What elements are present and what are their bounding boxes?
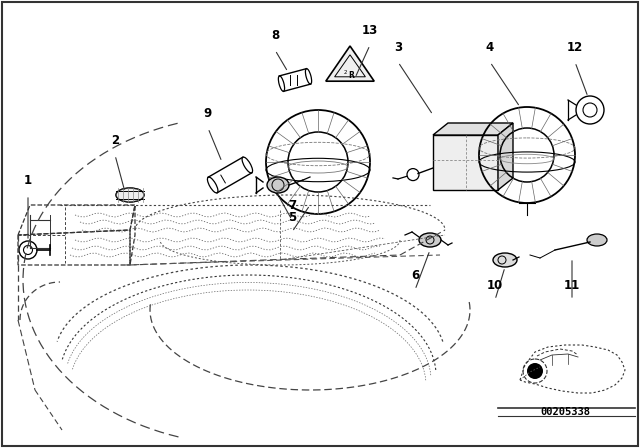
- Text: 3: 3: [394, 41, 402, 54]
- Polygon shape: [498, 123, 513, 190]
- Text: 6: 6: [411, 269, 419, 282]
- Ellipse shape: [267, 177, 289, 193]
- Text: 8: 8: [271, 29, 279, 42]
- Ellipse shape: [493, 253, 517, 267]
- Polygon shape: [433, 123, 513, 135]
- Circle shape: [527, 363, 543, 379]
- Text: 10: 10: [487, 279, 503, 292]
- Bar: [433, 135, 498, 190]
- Text: 13: 13: [362, 24, 378, 37]
- Text: 2: 2: [343, 70, 347, 76]
- Ellipse shape: [116, 188, 144, 202]
- Text: 11: 11: [564, 279, 580, 292]
- Text: 2: 2: [111, 134, 119, 147]
- Ellipse shape: [419, 233, 441, 247]
- Ellipse shape: [587, 234, 607, 246]
- Text: 00205338: 00205338: [540, 407, 590, 417]
- Text: 4: 4: [486, 41, 494, 54]
- Polygon shape: [326, 46, 374, 81]
- Text: R: R: [348, 72, 354, 81]
- Text: 1: 1: [24, 174, 32, 187]
- Text: 7: 7: [288, 199, 296, 212]
- Text: 9: 9: [204, 107, 212, 120]
- Text: 12: 12: [567, 41, 583, 54]
- Text: 5: 5: [288, 211, 296, 224]
